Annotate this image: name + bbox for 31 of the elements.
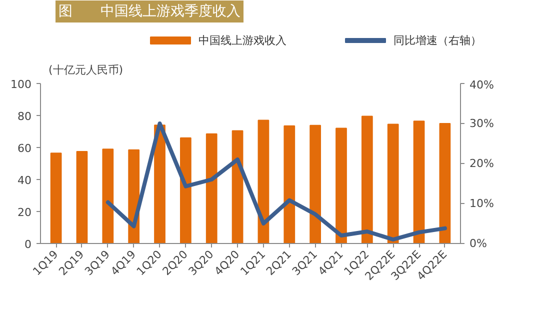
- y-tick-label: 20: [18, 206, 32, 219]
- y-axis-title: (十亿元人民币): [48, 64, 124, 76]
- y-tick-label: 100: [10, 78, 32, 91]
- line-series: [106, 122, 447, 242]
- legend-label: 中国线上游戏收入: [198, 34, 286, 47]
- y-tick-label: 0: [24, 238, 32, 251]
- bar: [50, 152, 62, 244]
- bar: [102, 148, 114, 244]
- bar: [310, 124, 321, 244]
- chart-title: 图 中国线上游戏季度收入: [58, 4, 240, 20]
- y-tick-label: 80: [18, 110, 32, 123]
- y2-tick-label: 20%: [470, 157, 494, 170]
- y2-tick-label: 10%: [470, 197, 494, 210]
- bar: [413, 120, 425, 244]
- bar: [284, 125, 296, 244]
- y-tick-label: 60: [18, 142, 32, 155]
- bar: [232, 130, 244, 244]
- y-tick-label: 40: [18, 174, 32, 187]
- y2-tick-label: 30%: [470, 117, 494, 130]
- bar: [387, 124, 399, 244]
- bar: [361, 116, 373, 244]
- bar: [439, 123, 451, 244]
- bar: [76, 151, 88, 244]
- bar: [258, 120, 270, 244]
- bar: [336, 128, 347, 244]
- bar: [154, 124, 166, 244]
- bar: [180, 137, 192, 244]
- legend-label: 同比增速（右轴）: [394, 34, 482, 47]
- y2-tick-label: 40%: [470, 78, 494, 92]
- y2-tick-label: 0%: [470, 237, 487, 250]
- bar: [206, 133, 218, 244]
